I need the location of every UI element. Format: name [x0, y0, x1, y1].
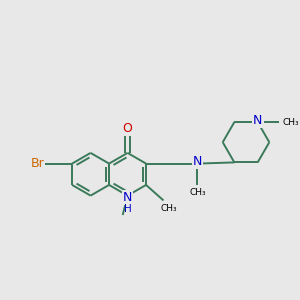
Text: N: N: [123, 191, 132, 204]
Text: CH₃: CH₃: [282, 118, 299, 127]
Text: N: N: [193, 155, 202, 168]
Text: CH₃: CH₃: [160, 204, 177, 213]
Text: H: H: [124, 204, 131, 214]
Text: N: N: [253, 114, 262, 127]
Text: CH₃: CH₃: [189, 188, 206, 197]
Text: O: O: [123, 122, 133, 135]
Text: Br: Br: [30, 157, 44, 170]
